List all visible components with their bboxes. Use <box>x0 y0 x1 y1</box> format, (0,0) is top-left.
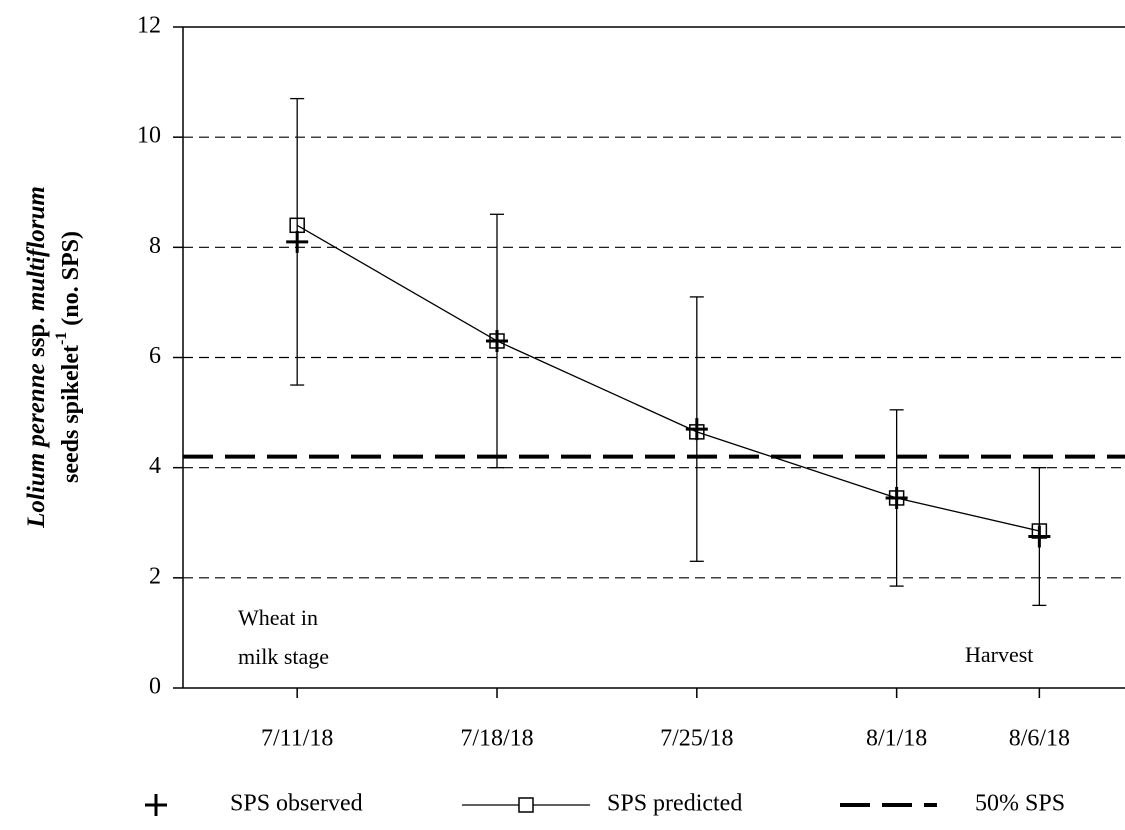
legend-square <box>518 797 534 813</box>
annotation: milk stage <box>238 644 329 669</box>
plus-marker <box>286 230 309 253</box>
y-label-line1: Lolium perenne ssp. multiflorum <box>23 186 50 529</box>
square-marker <box>689 424 705 440</box>
legend-plus <box>145 794 167 816</box>
legend-label: SPS predicted <box>607 791 742 817</box>
y-tick-label: 0 <box>149 674 161 700</box>
y-axis-title: Lolium perenne ssp. multiflorum seeds sp… <box>23 186 84 529</box>
x-tick-label: 8/1/18 <box>866 726 927 752</box>
x-tick-label: 8/6/18 <box>1009 726 1070 752</box>
y-label-part: Lolium perenne <box>23 363 50 529</box>
square-marker <box>888 490 905 506</box>
series-line <box>296 224 1040 532</box>
annotation: Wheat in <box>238 605 318 630</box>
y-label-part: multiflorum <box>23 186 50 311</box>
y-tick-label: 8 <box>149 233 161 259</box>
y-label-part: (no. SPS) <box>58 231 84 332</box>
x-tick-label: 7/11/18 <box>261 726 333 752</box>
y-label-line2: seeds spikelet-1 (no. SPS) <box>53 231 84 483</box>
square-marker <box>489 333 505 349</box>
y-tick-label: 4 <box>149 453 161 479</box>
y-label-part: ssp. <box>23 311 50 363</box>
square-marker <box>289 217 305 234</box>
y-tick-label: 10 <box>137 123 161 149</box>
annotation: Harvest <box>965 642 1033 667</box>
square-marker <box>1031 523 1048 539</box>
y-label-part: seeds spikelet <box>58 345 84 483</box>
y-tick-label: 2 <box>149 563 161 589</box>
legend-label: SPS observed <box>230 791 363 817</box>
y-tick-label: 6 <box>149 343 161 369</box>
y-tick-label: 12 <box>137 13 161 39</box>
y-label-sup: -1 <box>53 332 70 345</box>
x-tick-label: 7/25/18 <box>660 726 733 752</box>
legend-label: 50% SPS <box>975 791 1065 817</box>
x-tick-label: 7/18/18 <box>460 726 533 752</box>
